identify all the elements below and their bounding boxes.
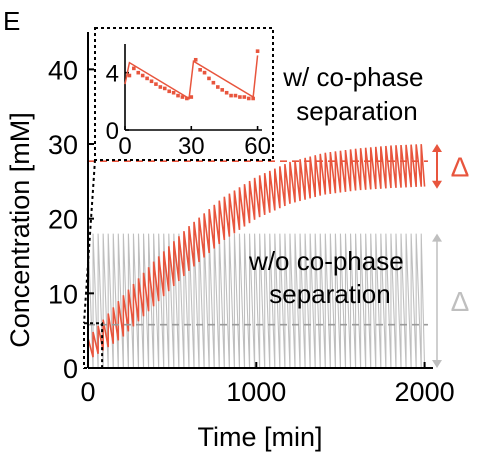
inset-data-point [255, 49, 260, 53]
inset-data-point [229, 93, 233, 98]
arrow-head-up [432, 233, 442, 242]
inset-data-point [198, 68, 202, 72]
inset-plot: 0 30 60 0 4 [83, 27, 274, 324]
inset-data-point [211, 80, 216, 85]
inset-data-point [238, 95, 242, 99]
inset-data-point [158, 85, 163, 89]
y-tick-label: 30 [48, 130, 78, 160]
x-tick-label: 1000 [226, 377, 286, 407]
inset-y-tick-label: 0 [106, 118, 119, 145]
delta-annotations: ΔΔ [432, 144, 469, 368]
inset-data-point [224, 90, 229, 95]
inset-data-point [207, 76, 211, 81]
with-phase-separation-label: w/ co-phase separation [282, 62, 430, 126]
y-tick-label: 40 [48, 55, 78, 85]
inset-y-tick-label: 4 [106, 61, 119, 88]
inset-data-point [132, 66, 136, 71]
inset-x-tick-label: 30 [178, 133, 205, 160]
arrow-head-down [432, 180, 442, 189]
inset-data-point [180, 95, 185, 99]
inset-data-point [193, 57, 198, 62]
inset-data-point [189, 95, 194, 99]
inset-data-point [251, 96, 255, 101]
delta-label-red: Δ [451, 151, 470, 182]
inset-data-point [216, 85, 220, 89]
series-with-phase-separation [87, 144, 426, 358]
main-plot-area [83, 144, 428, 370]
x-tick-label: 2000 [395, 377, 455, 407]
inset-data-point [162, 86, 167, 91]
inset-data-point [149, 79, 154, 84]
y-tick-label: 10 [48, 279, 78, 309]
inset-data-point [220, 88, 225, 92]
inset-data-point [154, 82, 158, 86]
inset-x-tick-label: 60 [244, 133, 271, 160]
inset-data-point [136, 70, 141, 75]
inset-data-point [202, 70, 207, 75]
y-tick-label: 0 [63, 354, 78, 384]
inset-frame [94, 27, 274, 161]
y-axis-label: Concentration [mM] [5, 112, 35, 348]
series-without-phase-separation [87, 233, 426, 369]
inset-model-line [124, 55, 259, 100]
y-tick-label: 20 [48, 205, 78, 235]
inset-x-tick-label: 0 [118, 133, 131, 160]
zoom-box [83, 322, 104, 370]
inset-data-point [242, 95, 247, 99]
inset-data-point [246, 96, 251, 101]
inset-data-point [233, 93, 238, 98]
inset-data-point [140, 73, 145, 78]
inset-data-point [176, 93, 180, 98]
inset-data-point [171, 90, 176, 95]
panel-label: E [3, 6, 20, 36]
arrow-head-down [432, 360, 442, 368]
x-tick-label: 0 [80, 377, 95, 407]
x-axis-label: Time [min] [197, 422, 322, 452]
arrow-head-up [432, 144, 442, 152]
inset-data-point [127, 73, 132, 78]
without-phase-separation-label: w/o co-phase separation [248, 246, 411, 309]
inset-data-point [185, 96, 189, 101]
inset-data-point [167, 89, 171, 94]
delta-label-gray: Δ [451, 286, 470, 317]
inset-data-point [145, 76, 149, 81]
